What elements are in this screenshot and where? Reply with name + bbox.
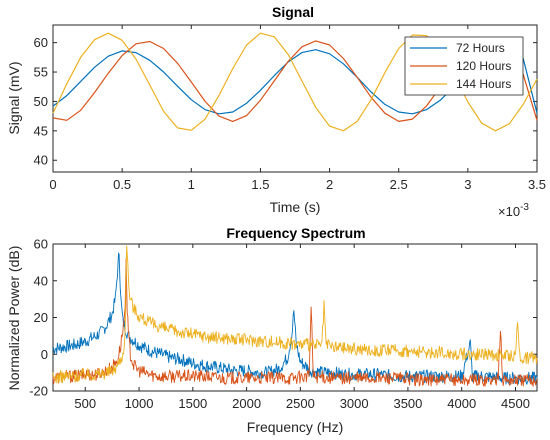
y-tick-label: 55 (34, 65, 48, 80)
spectrum-xlabel: Frequency (Hz) (247, 419, 343, 435)
spectrum-line-120-hours (52, 258, 538, 387)
x-tick-label: 4000 (447, 396, 476, 411)
signal-legend: 72 Hours 120 Hours 144 Hours (404, 36, 524, 96)
spectrum-plot-area: 500 1000 1500 2000 2500 3000 3500 4000 4500 -20 0 2… (29, 237, 538, 411)
signal-x-exponent-power: -3 (520, 202, 529, 213)
signal-ticks: 0 0.5 1 1.5 2 2.5 3 3.5 40 45 50 55 60 (34, 25, 546, 192)
x-tick-label: 0 (49, 177, 56, 192)
spectrum-chart: Frequency Spectrum 500 1000 1500 2000 2500 30… (6, 225, 538, 435)
legend-label-72-hours: 72 Hours (456, 41, 505, 55)
x-tick-label: 4500 (501, 396, 530, 411)
legend-label-120-hours: 120 Hours (456, 59, 511, 73)
spectrum-line-144-hours (52, 245, 538, 384)
x-tick-label: 2000 (232, 396, 261, 411)
x-tick-label: 1.5 (251, 177, 269, 192)
x-tick-label: 1000 (125, 396, 154, 411)
y-tick-label: 50 (34, 94, 48, 109)
legend-label-144-hours: 144 Hours (456, 77, 511, 91)
y-tick-label: 0 (41, 347, 48, 362)
x-tick-label: 1500 (178, 396, 207, 411)
x-tick-label: 3500 (393, 396, 422, 411)
x-tick-label: 2500 (286, 396, 315, 411)
y-tick-label: 40 (34, 273, 48, 288)
y-tick-label: 20 (34, 310, 48, 325)
signal-xlabel: Time (s) (270, 199, 321, 215)
x-tick-label: 3000 (340, 396, 369, 411)
spectrum-lines (52, 245, 538, 387)
signal-ylabel: Signal (mV) (6, 61, 22, 134)
signal-title: Signal (272, 4, 314, 20)
y-tick-label: 40 (34, 153, 48, 168)
x-tick-label: 2 (326, 177, 333, 192)
spectrum-ticks: 500 1000 1500 2000 2500 3000 3500 4000 4500 -20 0 2… (29, 237, 537, 411)
x-tick-label: 500 (74, 396, 96, 411)
y-tick-label: 45 (34, 123, 48, 138)
x-tick-label: 2.5 (390, 177, 408, 192)
x-tick-label: 3 (464, 177, 471, 192)
x-tick-label: 3.5 (528, 177, 546, 192)
x-tick-label: 1 (188, 177, 195, 192)
y-tick-label: 60 (34, 237, 48, 252)
x-tick-label: 0.5 (113, 177, 131, 192)
signal-x-exponent-base: ×10 (498, 204, 520, 219)
signal-axes-box (52, 24, 538, 173)
y-tick-label: 60 (34, 35, 48, 50)
signal-x-exponent: ×10-3 (498, 202, 529, 219)
signal-chart: Signal 0 0.5 1 1.5 2 2.5 3 3.5 40 45 50 55 60 Time (… (6, 4, 546, 219)
spectrum-title: Frequency Spectrum (226, 225, 365, 241)
spectrum-ylabel: Normalized Power (dB) (6, 246, 22, 391)
y-tick-label: -20 (29, 384, 48, 399)
